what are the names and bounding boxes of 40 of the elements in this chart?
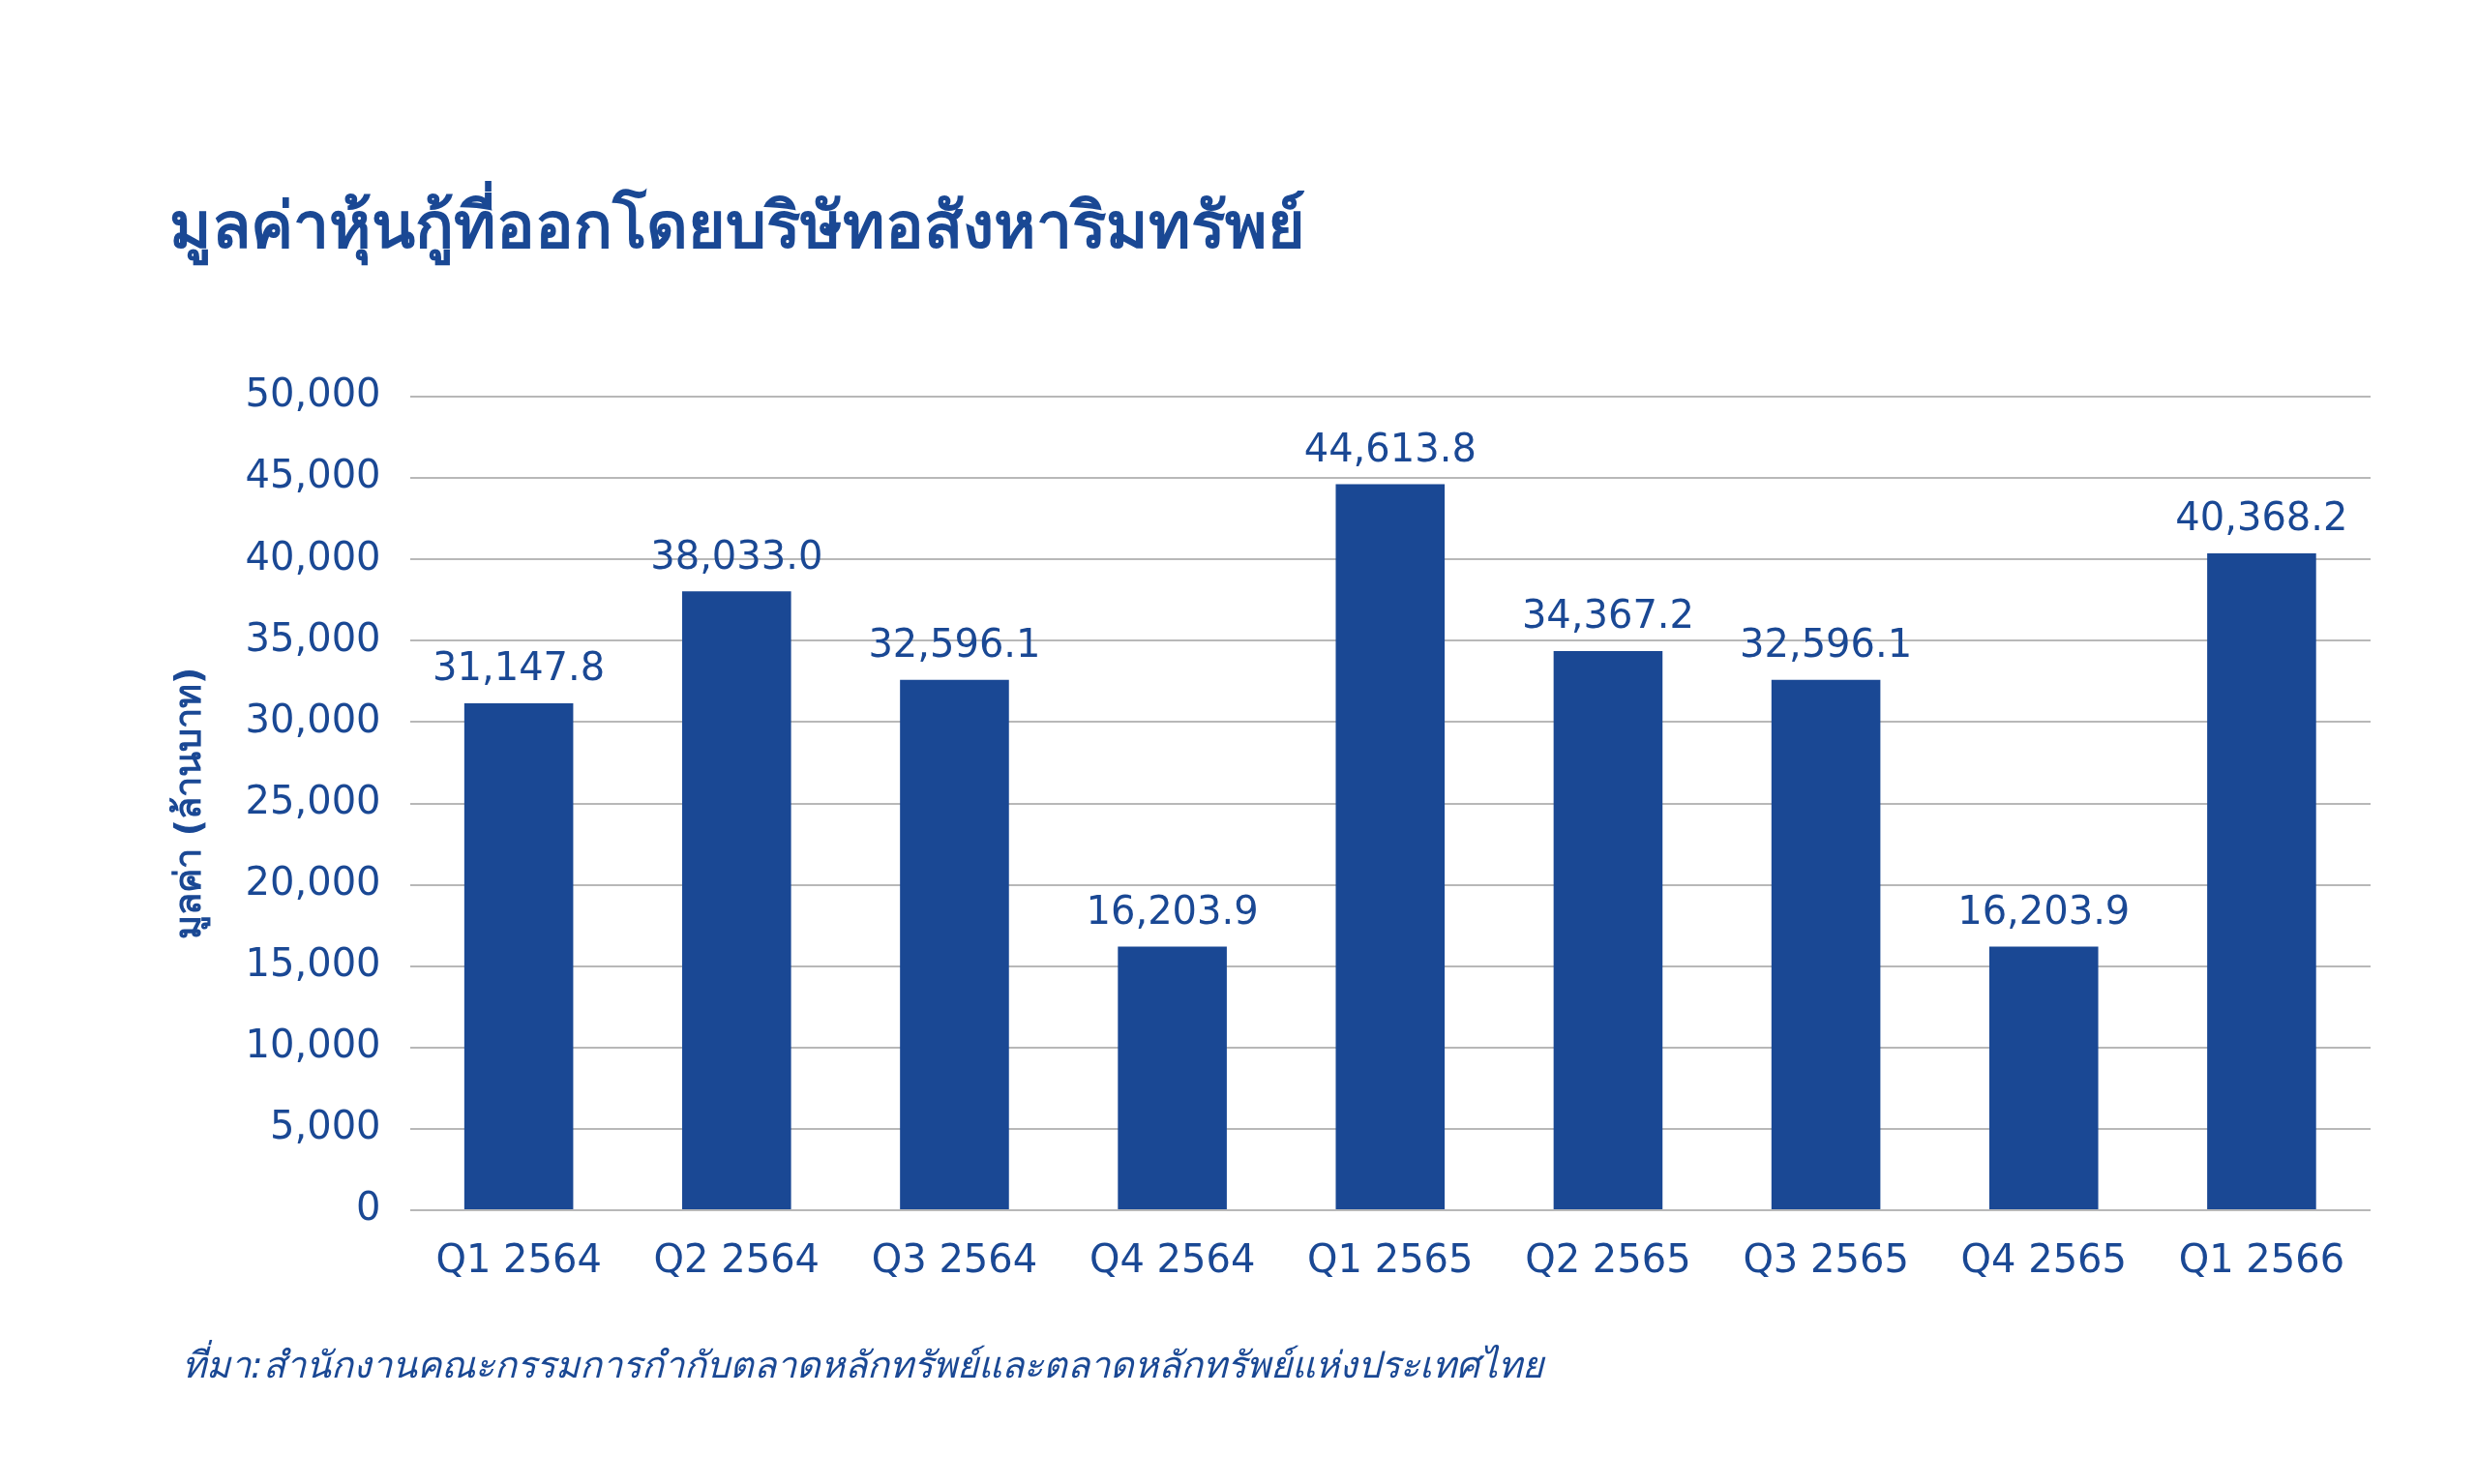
y-tick-label: 25,000 [245,777,381,822]
x-tick-label: Q3 2564 [871,1236,1038,1282]
y-tick-label: 40,000 [245,533,381,579]
data-label: 34,367.2 [1521,592,1694,638]
bar [463,703,574,1209]
bar [1553,650,1663,1209]
bar [1771,679,1881,1209]
y-tick-label: 0 [356,1184,381,1230]
data-label: 16,203.9 [1086,887,1259,933]
data-label: 16,203.9 [1957,887,2131,933]
data-label: 31,147.8 [433,644,606,690]
y-tick-label: 30,000 [245,696,381,741]
x-tick-label: Q2 2565 [1525,1236,1691,1282]
bar [1118,946,1227,1209]
x-tick-label: Q1 2564 [435,1236,602,1282]
y-tick-label: 15,000 [245,940,381,986]
data-label: 44,613.8 [1303,425,1477,470]
y-tick-label: 20,000 [245,858,381,904]
data-label: 32,596.1 [868,621,1041,667]
x-tick-label: Q2 2564 [653,1236,821,1282]
bar [1988,946,2099,1209]
chart-title: มูลค่าหุ้นกู้ที่ออกโดยบริษัทอสังหาริมทรัพย์ [169,180,1305,268]
bar [682,591,791,1209]
bar [900,679,1009,1209]
y-tick-label: 50,000 [245,371,381,416]
y-axis-title: มูลค่า (ล้านบาท) [165,667,211,940]
data-label: 38,033.0 [650,532,823,578]
y-tick-label: 5,000 [270,1103,381,1148]
y-tick-label: 10,000 [245,1022,381,1067]
y-tick-label: 35,000 [245,614,381,660]
x-tick-label: Q3 2565 [1743,1236,1909,1282]
x-tick-label: Q1 2565 [1307,1236,1474,1282]
bar [2207,553,2316,1209]
y-tick-label: 45,000 [245,452,381,497]
x-tick-label: Q4 2564 [1089,1236,1256,1282]
data-label: 40,368.2 [2175,494,2348,540]
bar [1335,484,1446,1209]
x-tick-label: Q4 2565 [1960,1236,2127,1282]
x-tick-label: Q1 2566 [2178,1236,2345,1282]
data-label: 32,596.1 [1740,621,1913,667]
